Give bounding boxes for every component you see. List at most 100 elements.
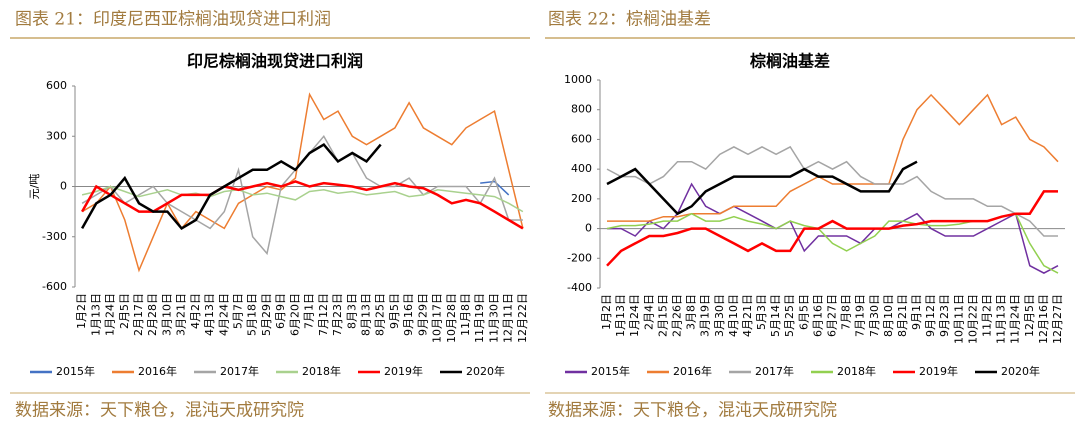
x-tick-label: 3月30日 — [713, 294, 726, 337]
legend-label: 2015年 — [591, 364, 630, 378]
legend-label: 2020年 — [1001, 364, 1040, 378]
caption: 图表 22：棕榈油基差 — [548, 10, 711, 30]
legend-label: 2018年 — [302, 364, 341, 378]
series-line — [81, 180, 524, 230]
x-tick-label: 12月16日 — [1037, 294, 1050, 344]
legend-label: 2017年 — [220, 364, 259, 378]
x-tick-label: 9月12日 — [924, 294, 937, 337]
series-line — [81, 142, 382, 231]
x-tick-label: 11月19日 — [473, 293, 486, 343]
x-tick-label: 10月22日 — [966, 294, 979, 344]
caption: 图表 21：印度尼西亚棕榈油现贷进口利润 — [15, 10, 331, 30]
chart-title: 棕榈油基差 — [750, 52, 830, 71]
legend-label: 2016年 — [673, 364, 712, 378]
x-tick-label: 9月16日 — [402, 293, 415, 336]
y-tick-label: -600 — [42, 280, 67, 293]
x-tick-label: 4月13日 — [203, 293, 216, 336]
x-tick-label: 7月30日 — [868, 294, 881, 337]
x-tick-label: 10月28日 — [445, 293, 458, 343]
y-tick-label: -300 — [42, 230, 67, 243]
x-tick-label: 6月27日 — [826, 294, 839, 337]
x-tick-label: 1月24日 — [628, 294, 641, 337]
legend-label: 2016年 — [138, 364, 177, 378]
y-tick-label: 300 — [46, 129, 67, 142]
x-tick-label: 11月24日 — [1009, 294, 1022, 344]
x-tick-label: 4月24日 — [217, 293, 230, 336]
series-line — [480, 180, 510, 196]
x-tick-label: 5月3日 — [755, 294, 768, 330]
x-tick-label: 12月22日 — [516, 293, 529, 343]
legend-label: 2017年 — [755, 364, 794, 378]
y-tick-label: -200 — [567, 251, 592, 264]
y-tick-label: 1000 — [564, 73, 592, 86]
x-tick-label: 7月12日 — [317, 293, 330, 336]
x-tick-label: 8月3日 — [345, 293, 358, 329]
x-tick-label: 2月17日 — [132, 293, 145, 336]
y-tick-label: 600 — [46, 79, 67, 92]
x-tick-label: 2月26日 — [671, 294, 684, 337]
x-tick-label: 5月25日 — [783, 294, 796, 337]
x-tick-label: 9月23日 — [938, 294, 951, 337]
x-tick-label: 7月19日 — [854, 294, 867, 337]
x-tick-label: 5月18日 — [246, 293, 259, 336]
x-tick-label: 6月20日 — [288, 293, 301, 336]
x-tick-label: 3月21日 — [175, 293, 188, 336]
x-tick-label: 8月25日 — [374, 293, 387, 336]
x-tick-label: 12月27日 — [1051, 294, 1064, 344]
x-tick-label: 3月19日 — [699, 294, 712, 337]
x-tick-label: 1月2日 — [600, 294, 613, 330]
source: 数据来源：天下粮仓，混沌天成研究院 — [15, 401, 304, 421]
x-tick-label: 7月23日 — [331, 293, 344, 336]
x-tick-label: 11月30日 — [487, 293, 500, 343]
x-tick-label: 2月4日 — [642, 294, 655, 330]
x-tick-label: 1月2日 — [75, 293, 88, 329]
x-tick-label: 6月5日 — [797, 294, 810, 330]
y-tick-label: 400 — [571, 162, 592, 175]
x-tick-label: 6月9日 — [274, 293, 287, 329]
chart-title: 印尼棕榈油现贷进口利润 — [187, 52, 363, 71]
x-tick-label: 7月8日 — [840, 294, 853, 330]
x-tick-label: 11月13日 — [995, 294, 1008, 344]
y-tick-label: 800 — [571, 103, 592, 116]
legend-label: 2020年 — [466, 364, 505, 378]
x-tick-label: 7月1日 — [303, 293, 316, 329]
legend-label: 2019年 — [384, 364, 423, 378]
x-tick-label: 4月10日 — [727, 294, 740, 337]
x-tick-label: 10月17日 — [431, 293, 444, 343]
x-tick-label: 1月13日 — [89, 293, 102, 336]
x-tick-label: 8月13日 — [359, 293, 372, 336]
x-tick-label: 1月24日 — [104, 293, 117, 336]
source: 数据来源：天下粮仓，混沌天成研究院 — [548, 401, 837, 421]
legend-label: 2018年 — [837, 364, 876, 378]
series-line — [607, 93, 1059, 222]
x-tick-label: 8月10日 — [882, 294, 895, 337]
x-tick-label: 2月15日 — [656, 294, 669, 337]
x-tick-label: 9月1日 — [910, 294, 923, 330]
x-tick-label: 5月7日 — [232, 293, 245, 329]
x-tick-label: 6月16日 — [811, 294, 824, 337]
legend-label: 2019年 — [919, 364, 958, 378]
x-tick-label: 2月28日 — [146, 293, 159, 336]
y-tick-label: 600 — [571, 132, 592, 145]
x-tick-label: 3月8日 — [685, 294, 698, 330]
y-tick-label: 200 — [571, 192, 592, 205]
x-tick-label: 4月2日 — [189, 293, 202, 329]
series-line — [606, 145, 1058, 237]
series-line — [606, 190, 1058, 267]
x-tick-label: 8月21日 — [896, 294, 909, 337]
series-line — [607, 182, 1059, 274]
x-tick-label: 12月11日 — [502, 293, 515, 343]
x-tick-label: 12月5日 — [1023, 294, 1036, 337]
series-line — [81, 92, 524, 273]
y-tick-label: -400 — [567, 281, 592, 294]
series-line — [606, 212, 1059, 274]
x-tick-label: 11月2日 — [981, 294, 994, 337]
y-tick-label: 0 — [60, 180, 67, 193]
x-tick-label: 10月11日 — [952, 294, 965, 344]
series-line — [81, 185, 524, 213]
y-axis-label: 元/吨 — [28, 174, 41, 200]
x-tick-label: 5月14日 — [769, 294, 782, 337]
legend-label: 2015年 — [56, 364, 95, 378]
x-tick-label: 9月29日 — [416, 293, 429, 336]
